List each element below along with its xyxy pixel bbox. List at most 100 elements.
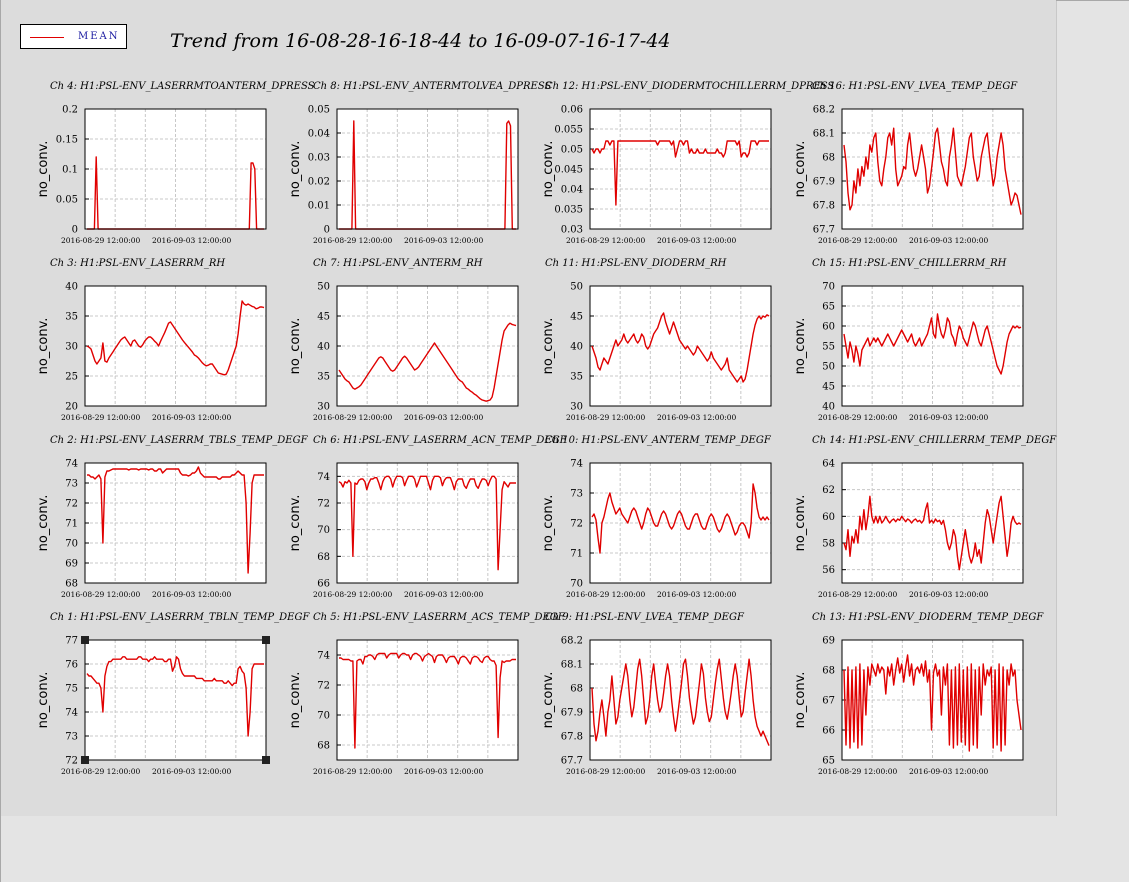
main-title: Trend from 16-08-28-16-18-44 to 16-09-07… [170,30,671,52]
x-tick-label: 2016-08-29 12:00:00 [818,767,898,776]
y-tick-label: 76 [65,660,78,671]
chart-panel-8: Ch 15: H1:PSL-ENV_CHILLERRM_RH 40 45 50 55 60… [793,258,1024,422]
x-tick-label: 2016-09-03 12:00:00 [404,413,484,422]
y-tick-label: 40 [317,342,330,353]
plot-frame [841,639,1024,761]
series-line [843,654,1022,752]
series-line [843,495,1022,571]
y-tick-label: 50 [822,362,835,373]
series-line [843,127,1022,215]
y-tick-label: 30 [65,342,78,353]
series-line [338,322,517,402]
y-tick-label: 0 [72,225,78,236]
x-tick-label: 2016-09-03 12:00:00 [909,413,989,422]
chart-panel-15: Ch 9: H1:PSL-ENV_LVEA_TEMP_DEGF 67.7 67.8 6… [541,612,772,776]
y-tick-label: 0.06 [561,105,583,116]
x-tick-label: 2016-09-03 12:00:00 [152,767,232,776]
y-tick-label: 70 [317,711,330,722]
chart-title: Ch 9: H1:PSL-ENV_LVEA_TEMP_DEGF [545,612,745,623]
y-tick-label: 72 [65,756,78,767]
y-tick-label: 0 [324,225,330,236]
y-tick-label: 70 [822,282,835,293]
y-axis-label: no_conv. [793,495,808,552]
series-line [86,300,265,376]
selection-handle [262,636,270,644]
chart-panel-5: Ch 3: H1:PSL-ENV_LASERRM_RH 20 25 30 35 40 201… [36,258,267,422]
y-tick-label: 0.055 [554,125,583,136]
y-tick-label: 40 [65,282,78,293]
y-tick-label: 30 [317,402,330,413]
x-tick-label: 2016-09-03 12:00:00 [657,590,737,599]
chart-title: Ch 10: H1:PSL-ENV_ANTERM_TEMP_DEGF [545,435,772,446]
legend-label: MEAN [78,31,120,42]
y-tick-label: 0.05 [308,105,330,116]
y-tick-label: 70 [317,525,330,536]
plot-frame [589,462,772,584]
chart-title: Ch 1: H1:PSL-ENV_LASERRM_TBLN_TEMP_DEGF [50,612,310,623]
y-axis-label: no_conv. [793,672,808,729]
x-tick-label: 2016-09-03 12:00:00 [404,590,484,599]
y-tick-label: 74 [317,651,330,662]
y-tick-label: 66 [317,579,330,590]
y-tick-label: 45 [822,382,835,393]
y-tick-label: 62 [822,485,835,496]
chart-panel-13: Ch 1: H1:PSL-ENV_LASERRM_TBLN_TEMP_DEGF 7… [36,612,310,776]
x-tick-label: 2016-09-03 12:00:00 [152,236,232,245]
chart-title: Ch 7: H1:PSL-ENV_ANTERM_RH [313,258,483,269]
y-tick-label: 0.15 [56,135,78,146]
y-tick-label: 0.01 [308,201,330,212]
y-tick-label: 0.02 [308,177,330,188]
series-line [591,140,769,206]
chart-title: Ch 12: H1:PSL-ENV_DIODERMTOCHILLERRM_DPR… [545,81,834,92]
y-axis-label: no_conv. [541,141,556,198]
y-axis-label: no_conv. [541,318,556,375]
x-tick-label: 2016-09-03 12:00:00 [152,413,232,422]
plot-frame [589,108,772,230]
y-axis-label: no_conv. [288,672,303,729]
y-tick-label: 0.05 [561,145,583,156]
chart-panel-4: Ch 16: H1:PSL-ENV_LVEA_TEMP_DEGF 67.7 67.8… [793,81,1024,245]
y-axis-label: no_conv. [541,672,556,729]
y-tick-label: 45 [570,312,583,323]
y-tick-label: 67.8 [813,201,835,212]
x-tick-label: 2016-08-29 12:00:00 [313,767,393,776]
series-line [843,313,1022,375]
y-axis-label: no_conv. [288,318,303,375]
plot-frame [841,108,1024,230]
y-tick-label: 25 [65,372,78,383]
selection-handle [81,636,89,644]
y-tick-label: 50 [317,282,330,293]
y-tick-label: 73 [570,489,583,500]
chart-title: Ch 16: H1:PSL-ENV_LVEA_TEMP_DEGF [812,81,1018,92]
x-tick-label: 2016-09-03 12:00:00 [657,236,737,245]
y-tick-label: 73 [65,479,78,490]
plot-frame [84,639,267,761]
y-tick-label: 35 [570,372,583,383]
y-tick-label: 0.045 [554,165,583,176]
y-tick-label: 72 [65,499,78,510]
x-tick-label: 2016-09-03 12:00:00 [909,236,989,245]
chart-panel-14: Ch 5: H1:PSL-ENV_LASERRM_ACS_TEMP_DEGF 68… [288,612,566,776]
y-tick-label: 0.04 [308,129,330,140]
x-tick-label: 2016-08-29 12:00:00 [818,590,898,599]
plot-frame [336,639,519,761]
y-tick-label: 68 [317,741,330,752]
x-tick-label: 2016-09-03 12:00:00 [152,590,232,599]
y-tick-label: 75 [65,684,78,695]
series-line [86,656,264,737]
y-tick-label: 71 [570,549,583,560]
x-tick-label: 2016-09-03 12:00:00 [657,413,737,422]
y-tick-label: 55 [822,342,835,353]
x-tick-label: 2016-08-29 12:00:00 [566,236,646,245]
y-tick-label: 68 [65,579,78,590]
y-tick-label: 65 [822,302,835,313]
y-tick-label: 35 [65,312,78,323]
y-tick-label: 72 [317,681,330,692]
y-tick-label: 68.2 [813,105,835,116]
x-tick-label: 2016-08-29 12:00:00 [566,767,646,776]
y-axis-label: no_conv. [36,141,51,198]
x-tick-label: 2016-09-03 12:00:00 [909,590,989,599]
y-tick-label: 68.1 [561,660,583,671]
x-tick-label: 2016-08-29 12:00:00 [566,590,646,599]
y-axis-label: no_conv. [793,318,808,375]
